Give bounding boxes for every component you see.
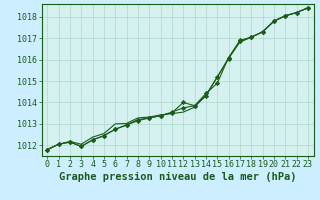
X-axis label: Graphe pression niveau de la mer (hPa): Graphe pression niveau de la mer (hPa) [59, 172, 296, 182]
